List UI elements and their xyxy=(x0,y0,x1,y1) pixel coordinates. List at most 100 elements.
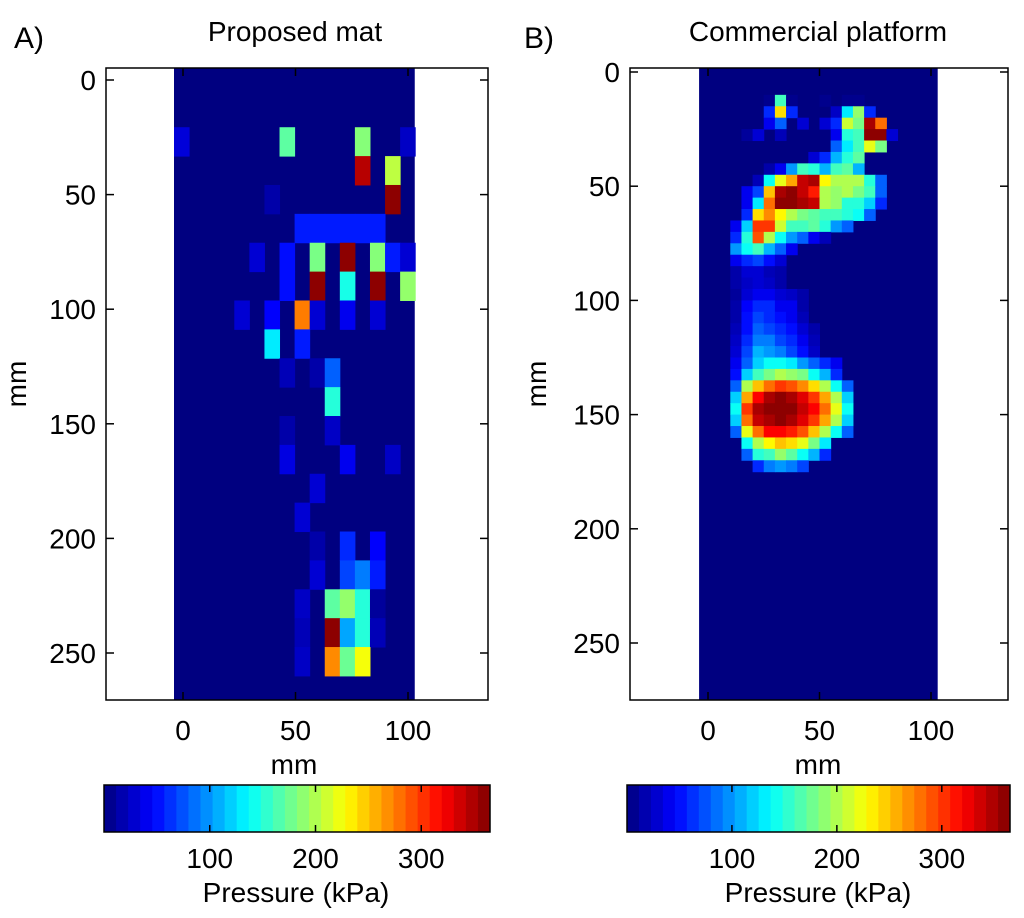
colorbar-swatch xyxy=(662,785,676,832)
heatmap-cell xyxy=(830,174,843,187)
colorbar-swatch xyxy=(200,785,214,832)
heatmap-cell xyxy=(763,357,776,370)
colorbar-swatch xyxy=(188,785,201,832)
heatmap-cell xyxy=(763,231,776,244)
heatmap-cell xyxy=(819,163,832,176)
heatmap-cell xyxy=(763,460,776,473)
heatmap-cell xyxy=(763,277,776,290)
heatmap-cell xyxy=(741,209,754,221)
heatmap-cell xyxy=(763,323,776,336)
colorbar-swatch xyxy=(260,785,274,832)
heatmap-cell xyxy=(763,414,776,427)
heatmap-cell xyxy=(763,334,776,347)
heatmap-cell xyxy=(324,618,341,648)
heatmap-cell xyxy=(294,618,311,648)
heatmap-cell xyxy=(774,414,787,427)
heatmap-cell xyxy=(741,300,754,313)
heatmap-cell xyxy=(819,426,832,438)
heatmap-cell xyxy=(741,426,754,438)
heatmap-cell xyxy=(875,129,887,142)
x-tick-label: 100 xyxy=(385,715,432,746)
colorbar-swatch xyxy=(176,785,189,832)
heatmap-cell xyxy=(763,209,776,221)
heatmap-cell xyxy=(797,380,809,393)
colorbar-swatch xyxy=(674,785,688,832)
heatmap-cell xyxy=(774,460,787,473)
heatmap-cell xyxy=(786,334,798,347)
heatmap-cell xyxy=(830,209,843,221)
colorbar-swatch xyxy=(116,785,129,832)
y-tick-label: 0 xyxy=(80,65,96,96)
heatmap-cell xyxy=(763,266,776,279)
heatmap-cell xyxy=(774,106,787,119)
y-tick-label: 50 xyxy=(589,171,620,202)
heatmap-cell xyxy=(309,531,326,561)
heatmap-cell xyxy=(339,242,356,273)
heatmap-cell xyxy=(830,129,843,142)
panel-b: B) Commercial platform 0 50 100 0 50 100 150 20… xyxy=(521,16,1011,908)
heatmap-cell xyxy=(797,448,809,461)
heatmap-cell xyxy=(741,391,754,404)
heatmap-cell xyxy=(752,437,765,450)
heatmap-cell xyxy=(324,213,341,244)
heatmap-cell xyxy=(841,174,854,187)
heatmap-cell xyxy=(808,414,820,427)
heatmap-cell xyxy=(279,271,296,301)
heatmap-cell xyxy=(741,311,754,324)
y-tick-label: 150 xyxy=(49,409,96,440)
heatmap-cell xyxy=(741,403,754,416)
colorbar-tick-label: 100 xyxy=(709,843,756,874)
heatmap-cell xyxy=(786,106,798,119)
heatmap-cell xyxy=(786,357,798,370)
heatmap-cell xyxy=(819,357,832,370)
heatmap-cell xyxy=(279,127,296,157)
heatmap-cell xyxy=(752,288,765,301)
heatmap-cell xyxy=(763,300,776,313)
heatmap-cell xyxy=(354,156,371,186)
colorbar-swatch xyxy=(128,785,141,832)
heatmap-cell xyxy=(730,403,742,416)
colorbar-swatch xyxy=(770,785,784,832)
colorbar-swatch xyxy=(393,785,407,832)
heatmap-cell xyxy=(808,334,820,347)
colorbar-tick-label: 200 xyxy=(292,843,339,874)
heatmap-cell xyxy=(797,357,809,370)
y-tick-label: 100 xyxy=(573,285,620,316)
heatmap-cell xyxy=(797,334,809,347)
x-tick-label: 50 xyxy=(280,715,311,746)
colorbar-swatch xyxy=(938,785,951,832)
heatmap-cell xyxy=(830,426,843,438)
heatmap-cell xyxy=(400,271,416,301)
heatmap-cell xyxy=(774,368,787,381)
heatmap-cell xyxy=(752,460,765,473)
y-tick-label: 250 xyxy=(49,638,96,669)
heatmap-cell xyxy=(786,391,798,404)
heatmap-cell xyxy=(786,288,798,301)
heatmap-cell xyxy=(730,266,742,279)
heatmap-cell xyxy=(786,437,798,450)
colorbar-swatch xyxy=(734,785,748,832)
heatmap-cell xyxy=(841,209,854,221)
heatmap-cell xyxy=(797,391,809,404)
heatmap-cell xyxy=(819,368,832,381)
heatmap-cell xyxy=(875,186,887,199)
heatmap-cell xyxy=(808,174,820,187)
heatmap-cell xyxy=(730,323,742,336)
heatmap-cell xyxy=(786,311,798,324)
heatmap-cell xyxy=(339,560,356,590)
heatmap-cell xyxy=(279,242,296,273)
colorbar-swatch xyxy=(926,785,939,832)
heatmap-cell xyxy=(875,174,887,187)
heatmap-cell xyxy=(841,140,854,153)
heatmap-cell xyxy=(741,437,754,450)
colorbar-swatch xyxy=(309,785,322,832)
heatmap-cell xyxy=(886,129,899,142)
heatmap-cell xyxy=(841,106,854,119)
colorbar-swatch xyxy=(248,785,262,832)
heatmap-cell xyxy=(774,426,787,438)
heatmap-cell xyxy=(786,197,798,210)
colorbar-swatch xyxy=(830,785,843,832)
heatmap-cell xyxy=(730,334,742,347)
y-tick-label: 150 xyxy=(573,400,620,431)
heatmap-cell xyxy=(774,380,787,393)
